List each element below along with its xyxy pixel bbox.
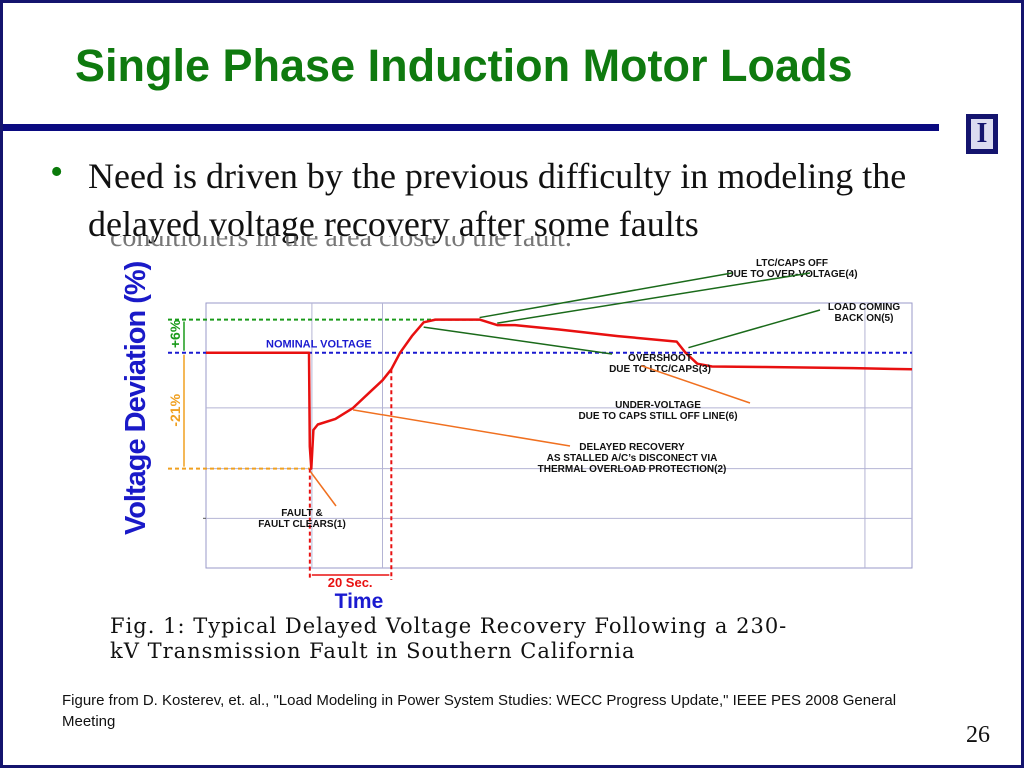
bullet-icon: • [50, 151, 64, 193]
annotation-fault-line: FAULT CLEARS(1) [258, 519, 346, 530]
annotations: LTC/CAPS OFF DUE TO OVER-VOLTAGE(4) LOAD C… [258, 258, 900, 530]
arrow-ltc-off-2 [497, 272, 811, 324]
plus6-label: +6% [167, 319, 183, 348]
minus21-label: -21% [167, 393, 183, 426]
series-trace [206, 318, 913, 470]
figure-caption: Fig. 1: Typical Delayed Voltage Recovery… [110, 614, 787, 664]
arrow-fault [309, 471, 337, 507]
x-axis-label: Time [335, 590, 384, 608]
arrow-overshoot [423, 326, 613, 355]
annotation-load-back-on: LOAD COMING BACK ON(5) [828, 302, 900, 324]
university-logo-icon: I [966, 114, 998, 154]
annotation-load-back-on-line: BACK ON(5) [835, 313, 894, 324]
annotation-ltc-caps-off-line: DUE TO OVER-VOLTAGE(4) [726, 269, 857, 280]
annotation-fault: FAULT & FAULT CLEARS(1) [258, 508, 346, 530]
annotation-ltc-caps-off-line: LTC/CAPS OFF [756, 258, 828, 269]
annotation-under-voltage: UNDER-VOLTAGE DUE TO CAPS STILL OFF LINE(… [578, 400, 737, 422]
annotation-delayed-recovery-line: AS STALLED A/C’s DISCONECT VIA [547, 453, 718, 464]
arrow-under-voltage [641, 365, 751, 404]
annotation-under-voltage-line: UNDER-VOLTAGE [615, 400, 701, 411]
caption-line-2: kV Transmission Fault in Southern Califo… [110, 639, 636, 663]
arrow-ltc-off-1 [479, 272, 733, 319]
annotation-under-voltage-line: DUE TO CAPS STILL OFF LINE(6) [578, 411, 737, 422]
nominal-voltage-label: NOMINAL VOLTAGE [266, 339, 372, 351]
ghost-text-content: conditioners in the area close to the fa… [110, 236, 572, 253]
annotation-ltc-caps-off: LTC/CAPS OFF DUE TO OVER-VOLTAGE(4) [726, 258, 857, 280]
voltage-trace-line [206, 318, 913, 470]
annotation-overshoot-line: DUE TO LTC/CAPS(3) [609, 364, 711, 375]
bullet-text: Need is driven by the previous difficult… [88, 156, 907, 244]
annotation-fault-line: FAULT & [281, 508, 322, 519]
slide-title: Single Phase Induction Motor Loads [75, 40, 853, 91]
page-number: 26 [966, 722, 990, 748]
reference-lines: +6% -21% NOMINAL VOLTAGE 20 Sec.Time [167, 318, 912, 608]
title-rule [3, 124, 939, 131]
arrow-delayed-recovery [352, 409, 571, 447]
caption-line-1: Fig. 1: Typical Delayed Voltage Recovery… [110, 614, 788, 638]
ghost-text: conditioners in the area close to the fa… [110, 236, 670, 258]
voltage-recovery-chart: +6% -21% NOMINAL VOLTAGE 20 Sec.Time LTC/CA… [167, 258, 913, 608]
twenty-sec-label: 20 Sec. [328, 575, 373, 590]
annotation-load-back-on-line: LOAD COMING [828, 302, 900, 313]
annotation-overshoot: OVERSHOOT DUE TO LTC/CAPS(3) [609, 353, 711, 375]
annotation-delayed-recovery: DELAYED RECOVERY AS STALLED A/C’s DISCONE… [538, 442, 727, 475]
logo-inner: I [971, 119, 993, 149]
annotation-overshoot-line: OVERSHOOT [628, 353, 692, 364]
annotation-delayed-recovery-line: THERMAL OVERLOAD PROTECTION(2) [538, 464, 727, 475]
source-citation: Figure from D. Kosterev, et. al., "Load … [62, 692, 897, 730]
logo-letter: I [976, 118, 988, 149]
arrow-load-back-on [688, 309, 821, 349]
annotation-delayed-recovery-line: DELAYED RECOVERY [579, 442, 685, 453]
